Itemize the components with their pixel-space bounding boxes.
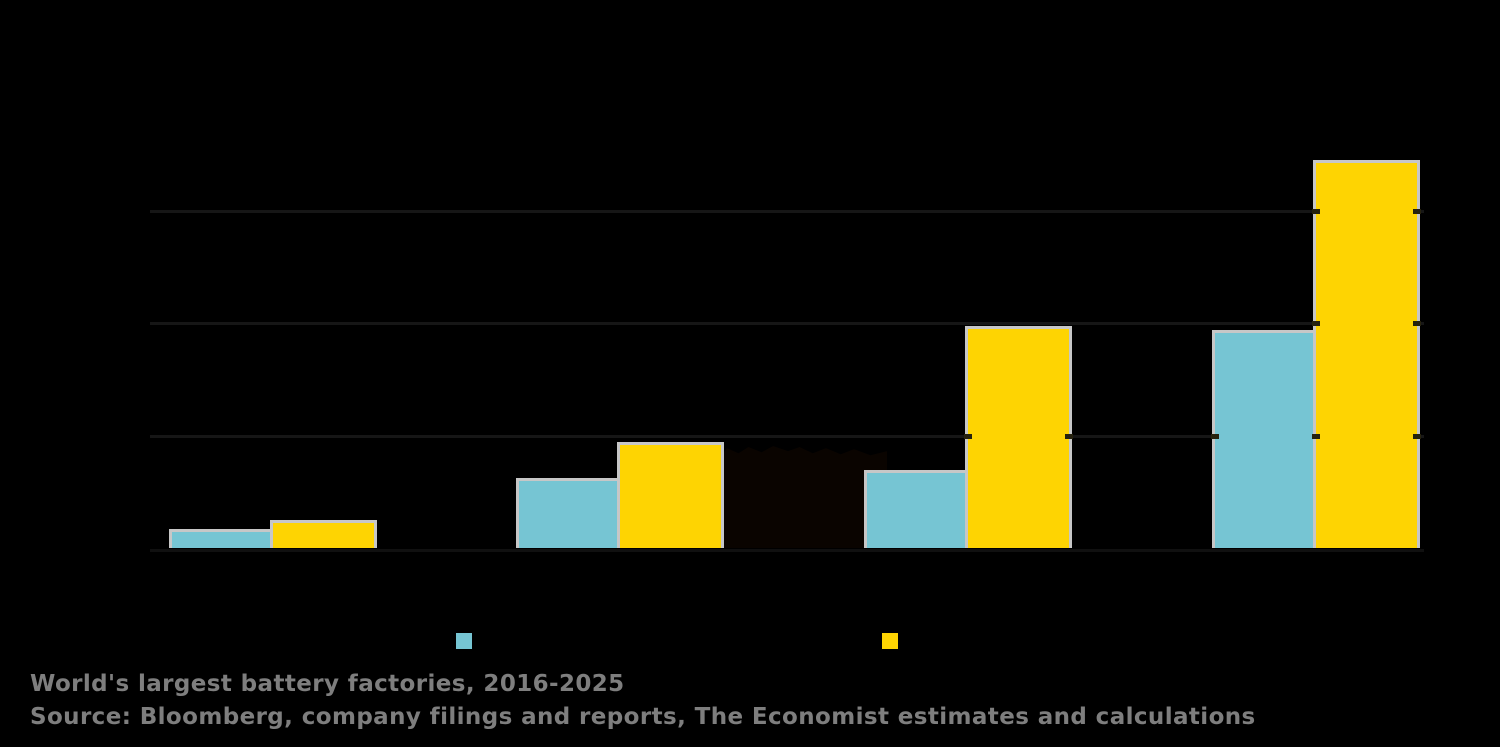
x-axis-baseline [150,549,1424,552]
bar-series1-group3 [864,469,971,548]
gridline-notch [1413,433,1421,439]
bar-series1-group1 [169,529,276,548]
gridline-notch [1065,433,1073,439]
gridline-notch [1413,321,1421,326]
legend-swatch-series1 [456,633,472,649]
bar-series2-group1 [270,520,377,548]
bar-series2-group3 [965,325,1072,548]
bar-series1-group4 [1212,330,1319,548]
chart-source-line: Source: Bloomberg, company filings and r… [30,704,1256,730]
gridline-notch [1211,433,1219,439]
bar-series2-group2 [617,441,724,548]
chart-footnote: World's largest battery factories, 2016-… [30,671,625,697]
gridline-notch [1413,208,1421,214]
legend-swatch-series2 [882,633,898,649]
gridline-notch [1312,208,1320,214]
gridline [150,209,1424,213]
gridline-notch [1312,433,1320,439]
dark-annotation-block [722,446,887,548]
bar-series1-group2 [516,477,623,548]
gridline-notch [964,433,972,439]
gridline [150,434,1424,438]
gridline-notch [1312,321,1320,326]
bar-series2-group4 [1313,160,1420,548]
gridline [150,322,1424,325]
